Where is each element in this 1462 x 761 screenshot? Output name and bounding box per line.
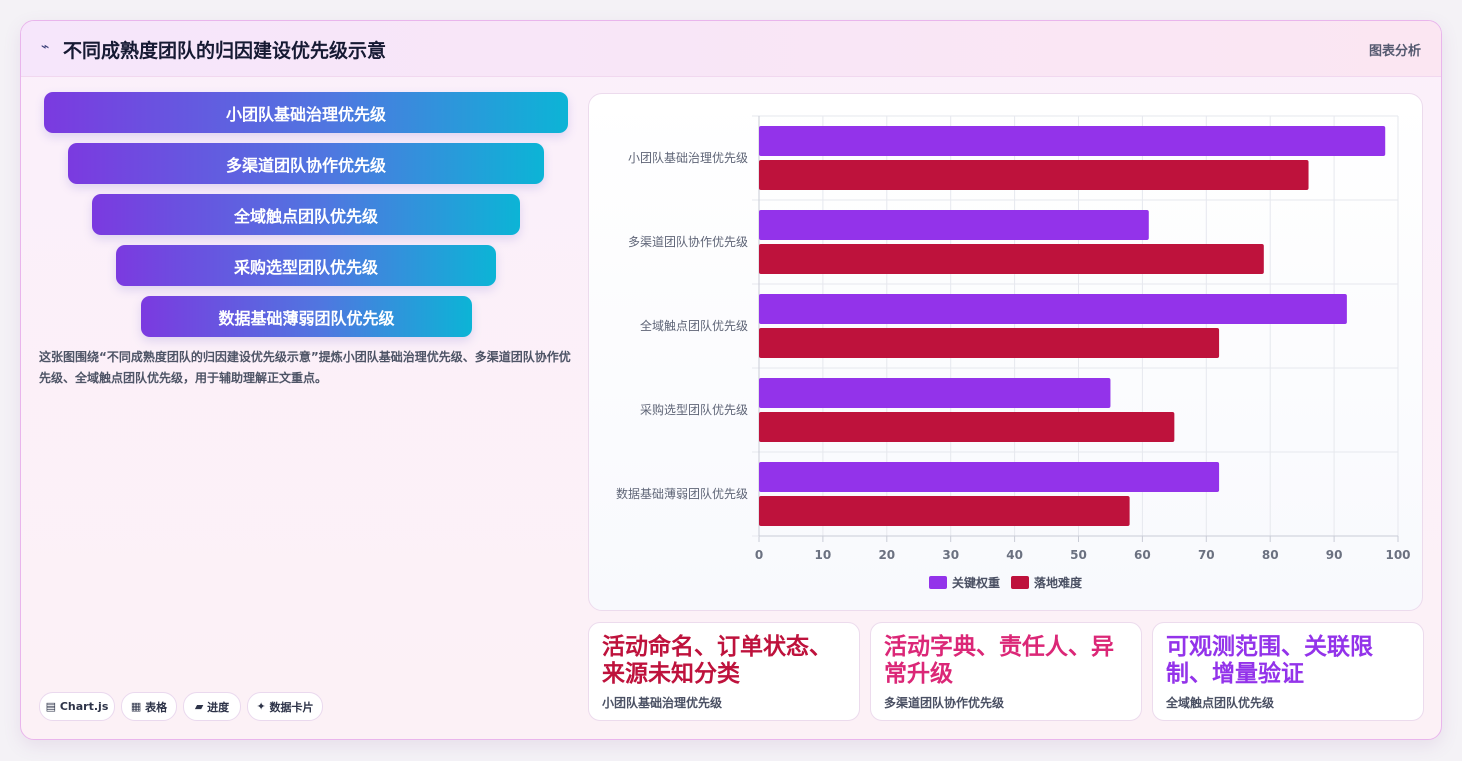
funnel-item: 多渠道团队协作优先级 xyxy=(68,143,544,184)
y-category-label: 全域触点团队优先级 xyxy=(640,318,748,333)
progress-icon: ▰ xyxy=(194,700,204,713)
page-title: 不同成熟度团队的归因建设优先级示意 xyxy=(63,40,387,62)
stat-value: 活动命名、订单状态、来源未知分类 xyxy=(602,634,832,687)
x-tick-label: 90 xyxy=(1326,548,1343,562)
chip-label: 进度 xyxy=(207,700,230,714)
legend-label: 关键权重 xyxy=(952,575,1000,590)
chip-label: Chart.js xyxy=(59,700,109,713)
y-category-label: 采购选型团队优先级 xyxy=(640,402,748,417)
main-card: ⌁ 不同成熟度团队的归因建设优先级示意 图表分析 小团队基础治理优先级 多渠道团… xyxy=(20,20,1442,740)
chip-progress[interactable]: ▰ 进度 xyxy=(183,692,241,721)
y-category-label: 多渠道团队协作优先级 xyxy=(628,234,748,249)
funnel-item: 小团队基础治理优先级 xyxy=(44,92,568,133)
chip-label: 表格 xyxy=(145,700,168,714)
chart-icon: ⌁ xyxy=(41,39,50,55)
x-tick-label: 70 xyxy=(1198,548,1215,562)
bar-key-weight xyxy=(759,294,1347,324)
bar-difficulty xyxy=(759,244,1264,274)
stat-card: 可观测范围、关联限制、增量验证 全域触点团队优先级 xyxy=(1152,622,1424,721)
chip-data-card[interactable]: ✦ 数据卡片 xyxy=(247,692,323,721)
bar-key-weight xyxy=(759,462,1220,492)
table-icon: ▦ xyxy=(130,700,142,713)
funnel-item: 采购选型团队优先级 xyxy=(116,245,496,286)
x-tick-label: 40 xyxy=(1006,548,1023,562)
chip-label: 数据卡片 xyxy=(269,700,314,714)
stat-label: 小团队基础治理优先级 xyxy=(602,696,723,710)
x-tick-label: 60 xyxy=(1134,548,1151,562)
x-tick-label: 50 xyxy=(1070,548,1087,562)
bar-key-weight xyxy=(759,210,1149,240)
funnel-item: 数据基础薄弱团队优先级 xyxy=(141,296,472,337)
chip-chartjs[interactable]: ▤ Chart.js xyxy=(39,692,115,721)
chartjs-icon: ▤ xyxy=(45,700,57,713)
chart-analysis-label: 图表分析 xyxy=(1368,44,1421,59)
bar-difficulty xyxy=(759,496,1130,526)
x-tick-label: 10 xyxy=(815,548,832,562)
y-category-label: 小团队基础治理优先级 xyxy=(628,150,748,165)
chart-panel: 0 10 20 30 40 50 60 70 80 90 100 小团队基础治理优先级 多渠道团队协作优… xyxy=(588,93,1423,611)
bar-difficulty xyxy=(759,412,1175,442)
sparkle-icon: ✦ xyxy=(256,700,266,713)
x-tick-label: 80 xyxy=(1262,548,1279,562)
stat-label: 全域触点团队优先级 xyxy=(1166,696,1275,710)
legend-swatch xyxy=(1011,576,1029,589)
x-tick-label: 30 xyxy=(942,548,959,562)
y-category-label: 数据基础薄弱团队优先级 xyxy=(616,486,748,501)
card-header: ⌁ 不同成熟度团队的归因建设优先级示意 图表分析 xyxy=(21,21,1441,77)
bar-chart: 0 10 20 30 40 50 60 70 80 90 100 小团队基础治理优先级多渠道团队协作优… xyxy=(616,115,1411,590)
stat-value: 可观测范围、关联限制、增量验证 xyxy=(1166,634,1373,687)
bar-key-weight xyxy=(759,126,1386,156)
stat-card: 活动命名、订单状态、来源未知分类 小团队基础治理优先级 xyxy=(588,622,860,721)
funnel-item: 全域触点团队优先级 xyxy=(92,194,520,235)
x-tick-label: 0 xyxy=(755,548,763,562)
x-tick-label: 100 xyxy=(1385,548,1410,562)
chip-table[interactable]: ▦ 表格 xyxy=(121,692,177,721)
bar-difficulty xyxy=(759,328,1220,358)
legend-swatch xyxy=(929,576,947,589)
bar-key-weight xyxy=(759,378,1111,408)
stat-value: 活动字典、责任人、异常升级 xyxy=(884,634,1114,687)
chart-description: 这张图围绕“不同成熟度团队的归因建设优先级示意”提炼小团队基础治理优先级、多渠道… xyxy=(39,350,571,385)
x-tick-label: 20 xyxy=(878,548,895,562)
legend-label: 落地难度 xyxy=(1034,575,1083,590)
stat-card: 活动字典、责任人、异常升级 多渠道团队协作优先级 xyxy=(870,622,1142,721)
bar-difficulty xyxy=(759,160,1309,190)
stat-label: 多渠道团队协作优先级 xyxy=(884,696,1005,710)
